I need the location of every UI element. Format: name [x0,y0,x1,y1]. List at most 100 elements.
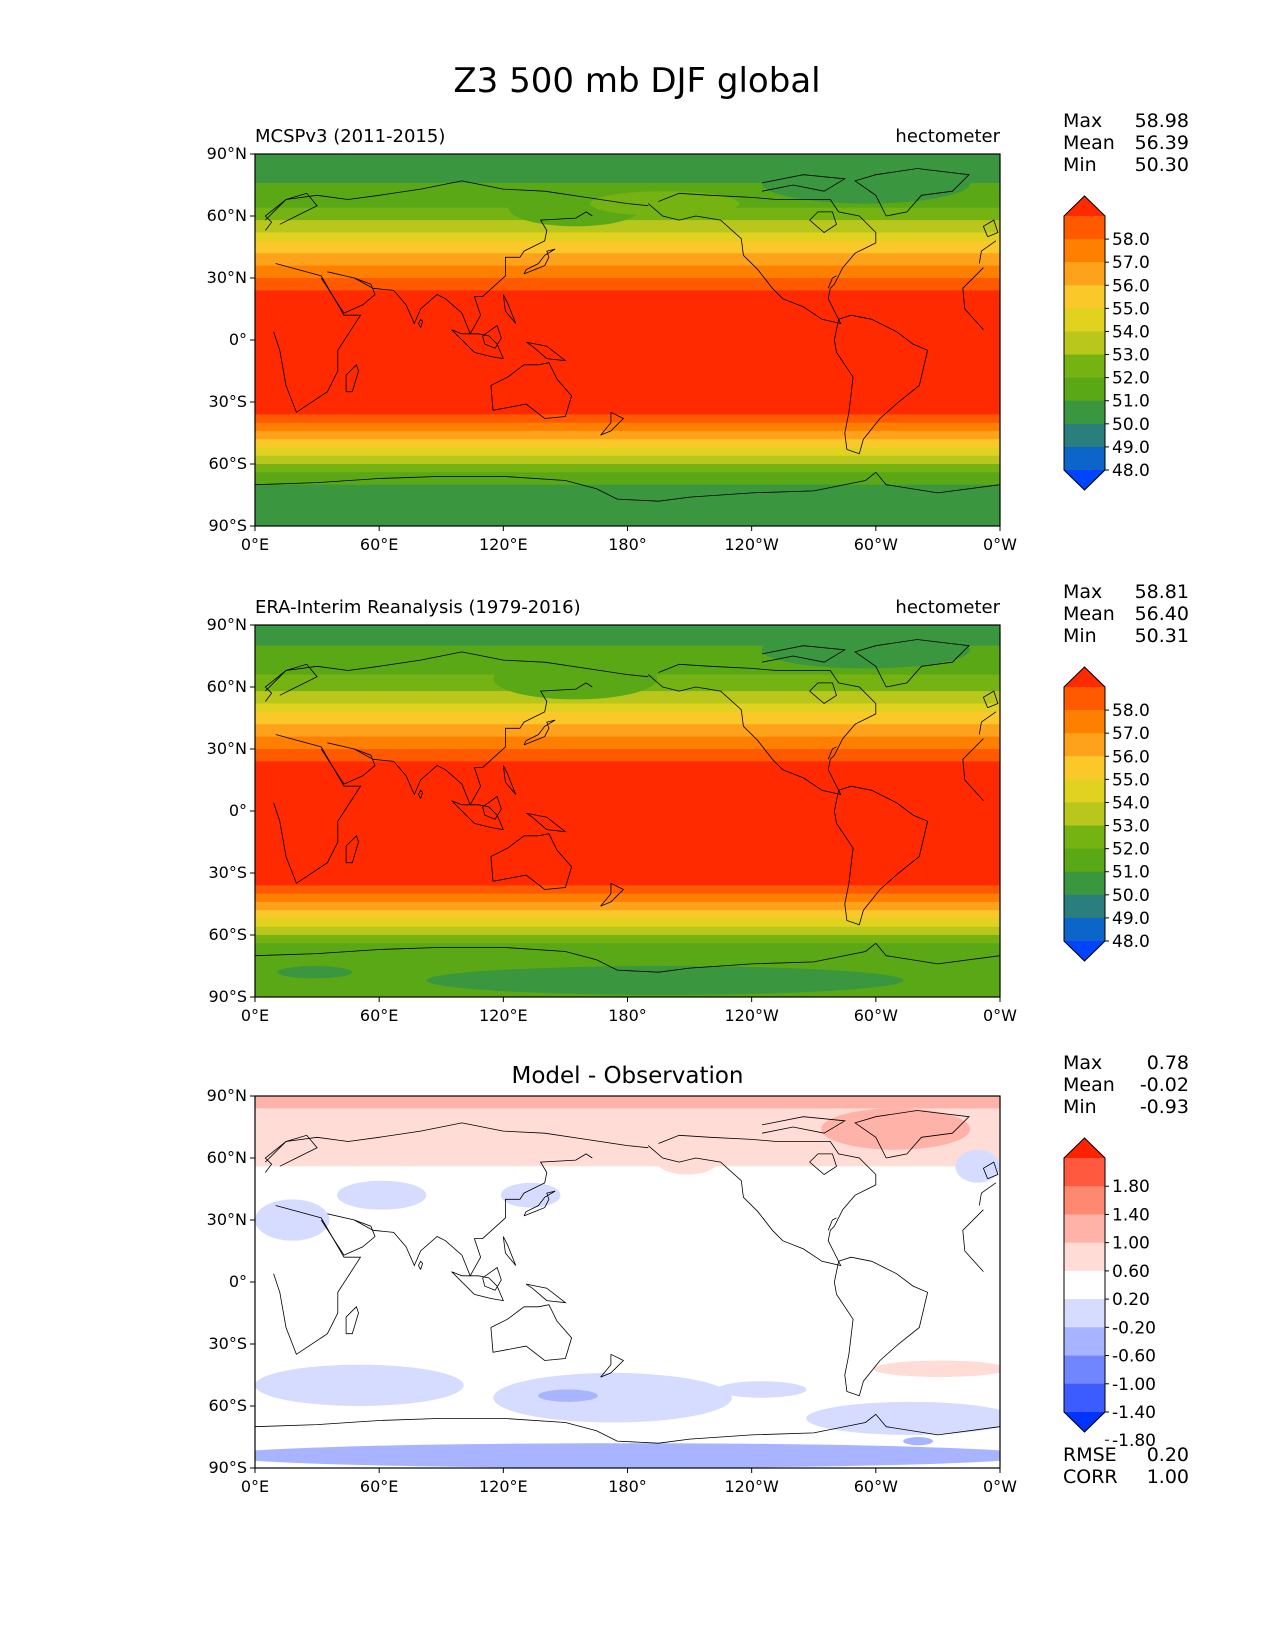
coastline [502,765,517,795]
stat-value: 56.39 [1135,132,1189,154]
colorbar-extend-max [1064,1138,1105,1158]
colorbar-extend-min [1064,941,1105,961]
colorbar-tick-label: 50.0 [1112,415,1150,435]
contour-band [255,910,1000,919]
coastline [255,942,1000,973]
colorbar-segment [1064,354,1105,379]
stat-value: 50.30 [1135,154,1189,176]
colorbar-segment [1064,687,1105,711]
colorbar-tick-label: 54.0 [1112,322,1150,342]
coastline [827,275,837,289]
colorbar-segment [1064,779,1105,803]
coastline [647,663,877,796]
extra-stat-value: 0.20 [1147,1444,1189,1466]
colorbar-segment [1064,894,1105,919]
coastline [490,833,573,890]
y-tick-label: 90°S [208,516,247,535]
colorbar-tick-label: 1.40 [1112,1205,1150,1225]
colorbar-tick-label: 58.0 [1112,701,1150,721]
stat-label: Mean [1063,1074,1115,1096]
colorbar-segment [1064,1327,1105,1356]
contour-region [493,658,658,700]
colorbar-segment [1064,1299,1105,1328]
coastline [833,314,929,455]
y-tick-label: 60°S [208,1396,247,1415]
coastline [647,192,877,325]
contour-region [873,1360,1000,1378]
y-tick-label: 30°S [208,392,247,411]
coastline [482,795,502,820]
colorbar-segment [1064,216,1105,240]
x-tick-label: 0°E [241,1006,269,1025]
coastline [490,362,573,419]
colorbar-extend-min [1064,1412,1105,1432]
colorbar-extend-max [1064,667,1105,687]
x-tick-label: 120°W [724,535,779,554]
colorbar-segment [1064,710,1105,734]
colorbar-segment [1064,400,1105,425]
x-tick-label: 0°E [241,535,269,554]
y-tick-label: 30°N [207,1210,247,1229]
y-tick-label: 0° [229,1272,247,1291]
stat-label: Max [1063,110,1102,132]
coastline [854,1110,970,1159]
coastline [320,1219,376,1256]
contour-band [255,290,1000,415]
coastline [523,248,556,275]
contour-band [255,447,1000,457]
extra-stat-value: 1.00 [1147,1466,1189,1488]
stat-value: 50.31 [1135,625,1189,647]
stat-label: Max [1063,1052,1102,1074]
colorbar: 1.80 1.40 1.00 0.60 0.20 -0.20 -0.60 -1.00 -1.40… [1063,1137,1156,1451]
colorbar-segment [1064,848,1105,873]
panel-left-title: ERA-Interim Reanalysis (1979-2016) [255,597,581,618]
contour-band [255,253,1000,267]
coastline [327,682,593,806]
x-tick-label: 120°E [479,1477,528,1496]
extra-stat-label: CORR [1063,1466,1118,1488]
y-tick-label: 60°S [208,925,247,944]
colorbar-segment [1064,1158,1105,1187]
coastline [255,1413,1000,1444]
contour-band [255,736,1000,750]
y-tick-label: 60°S [208,454,247,473]
x-tick-label: 0°W [983,535,1017,554]
contour-band [255,278,1000,291]
contour-region [336,1180,427,1210]
coastline [525,341,567,362]
contour-band [255,265,1000,279]
colorbar-segment [1064,917,1105,942]
contour-region [366,497,889,522]
x-tick-label: 0°E [241,1477,269,1496]
contour-band [255,439,1000,448]
contour-band [255,901,1000,911]
map-field [255,625,1000,997]
coastline [827,746,837,760]
colorbar-tick-label: 1.80 [1112,1177,1150,1197]
contour-band [255,893,1000,903]
contour-region [903,1437,933,1446]
y-tick-label: 90°S [208,987,247,1006]
y-tick-label: 60°N [207,677,247,696]
coastline [418,318,424,328]
contour-band [255,935,1000,944]
coastline [482,1266,502,1291]
y-tick-label: 0° [229,330,247,349]
colorbar-segment [1064,1242,1105,1272]
contour-region [955,1149,1000,1183]
stat-value: -0.02 [1140,1074,1189,1096]
stat-label: Max [1063,581,1102,603]
coastline [600,411,625,436]
colorbar-tick-label: 0.20 [1112,1290,1150,1310]
map-field [255,154,1000,526]
coastline [265,192,318,225]
contour-region [538,1389,598,1402]
colorbar-tick-label: 49.0 [1112,909,1150,929]
contour-region [590,191,740,217]
coastline [345,1306,359,1335]
colorbar-tick-label: 53.0 [1112,346,1150,366]
coastline [523,719,556,746]
x-tick-label: 0°W [983,1006,1017,1025]
colorbar-tick-label: 52.0 [1112,840,1150,860]
coastline [502,1236,517,1266]
